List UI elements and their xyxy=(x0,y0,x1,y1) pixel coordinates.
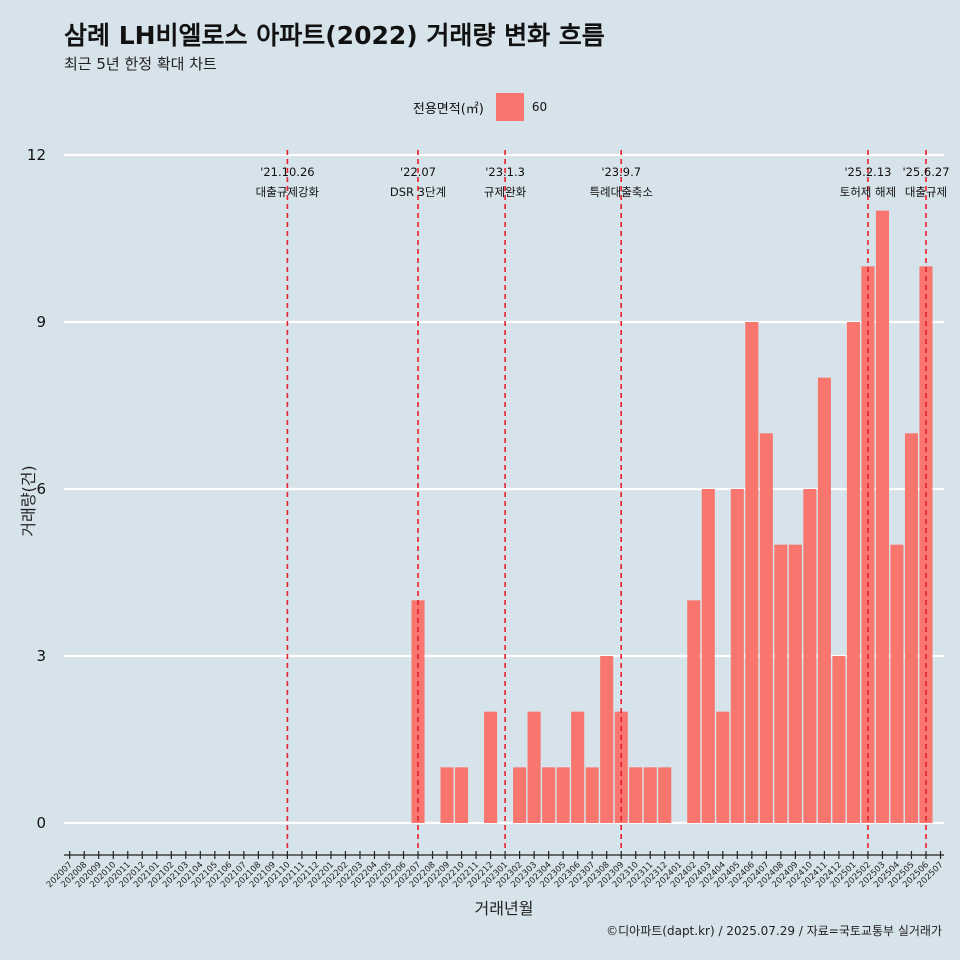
bar xyxy=(774,544,788,823)
bar xyxy=(832,656,846,823)
caption: ©디아파트(dapt.kr) / 2025.07.29 / 자료=국토교통부 실… xyxy=(606,924,942,938)
legend-title: 전용면적(㎡) xyxy=(412,101,484,117)
bar xyxy=(890,544,904,823)
legend-item-label: 60 xyxy=(531,100,548,114)
annotation-label: 대출규제강화 xyxy=(256,185,320,199)
annotation-date: '21.10.26 xyxy=(260,165,314,179)
bar xyxy=(658,767,672,823)
bar xyxy=(687,600,701,823)
bar xyxy=(556,767,570,823)
annotation-date: '25.6.27 xyxy=(902,165,949,179)
annotation-label: 특례대출축소 xyxy=(589,185,652,199)
bar xyxy=(788,544,802,823)
bar xyxy=(817,377,831,823)
legend-swatch xyxy=(495,93,524,121)
bar xyxy=(701,489,715,823)
bar xyxy=(803,489,817,823)
legend: 전용면적(㎡) 60 xyxy=(0,93,960,121)
bar xyxy=(585,767,599,823)
annotation-label: DSR 3단계 xyxy=(390,185,446,199)
annotation-label: 대출규제 xyxy=(905,185,947,199)
bars xyxy=(411,210,933,823)
bar xyxy=(629,767,643,823)
y-tick-label: 3 xyxy=(36,647,46,665)
annotation-date: '22.07 xyxy=(400,165,436,179)
bar xyxy=(919,266,933,823)
chart-title: 삼례 LH비엘로스 아파트(2022) 거래량 변화 흐름 xyxy=(64,21,605,50)
bar xyxy=(643,767,657,823)
bar xyxy=(759,433,773,823)
bar xyxy=(846,322,860,823)
y-tick-label: 12 xyxy=(27,146,46,164)
annotation-date: '23.1.3 xyxy=(485,165,525,179)
bar xyxy=(513,767,527,823)
bar xyxy=(542,767,556,823)
annotations: '21.10.26 대출규제강화 '22.07 DSR 3단계 '23.1.3 규제완화 '… xyxy=(256,150,950,851)
annotation-date: '25.2.13 xyxy=(844,165,891,179)
chart-subtitle: 최근 5년 한정 확대 차트 xyxy=(64,55,217,73)
y-tick-label: 9 xyxy=(36,313,46,331)
bar xyxy=(745,322,759,823)
y-axis-title: 거래량(건) xyxy=(19,465,38,536)
bar xyxy=(600,656,614,823)
y-axis-ticks: 0 3 6 9 12 xyxy=(27,146,46,832)
bar xyxy=(527,711,541,823)
bar xyxy=(716,711,730,823)
annotation-label: 규제완화 xyxy=(484,185,527,199)
bar xyxy=(875,210,889,823)
y-tick-label: 0 xyxy=(36,814,46,832)
bar xyxy=(571,711,585,823)
bar xyxy=(455,767,469,823)
x-axis: 2020072020082020092020102020112020122021… xyxy=(45,851,946,890)
bar xyxy=(440,767,454,823)
y-tick-label: 6 xyxy=(36,480,46,498)
bar xyxy=(861,266,875,823)
x-axis-title: 거래년월 xyxy=(475,899,534,918)
annotation-label: 토허제 해제 xyxy=(840,185,897,199)
annotation-date: '23.9.7 xyxy=(601,165,641,179)
bar xyxy=(904,433,919,823)
bar xyxy=(730,489,744,823)
bar xyxy=(484,711,498,823)
bar xyxy=(614,711,628,823)
